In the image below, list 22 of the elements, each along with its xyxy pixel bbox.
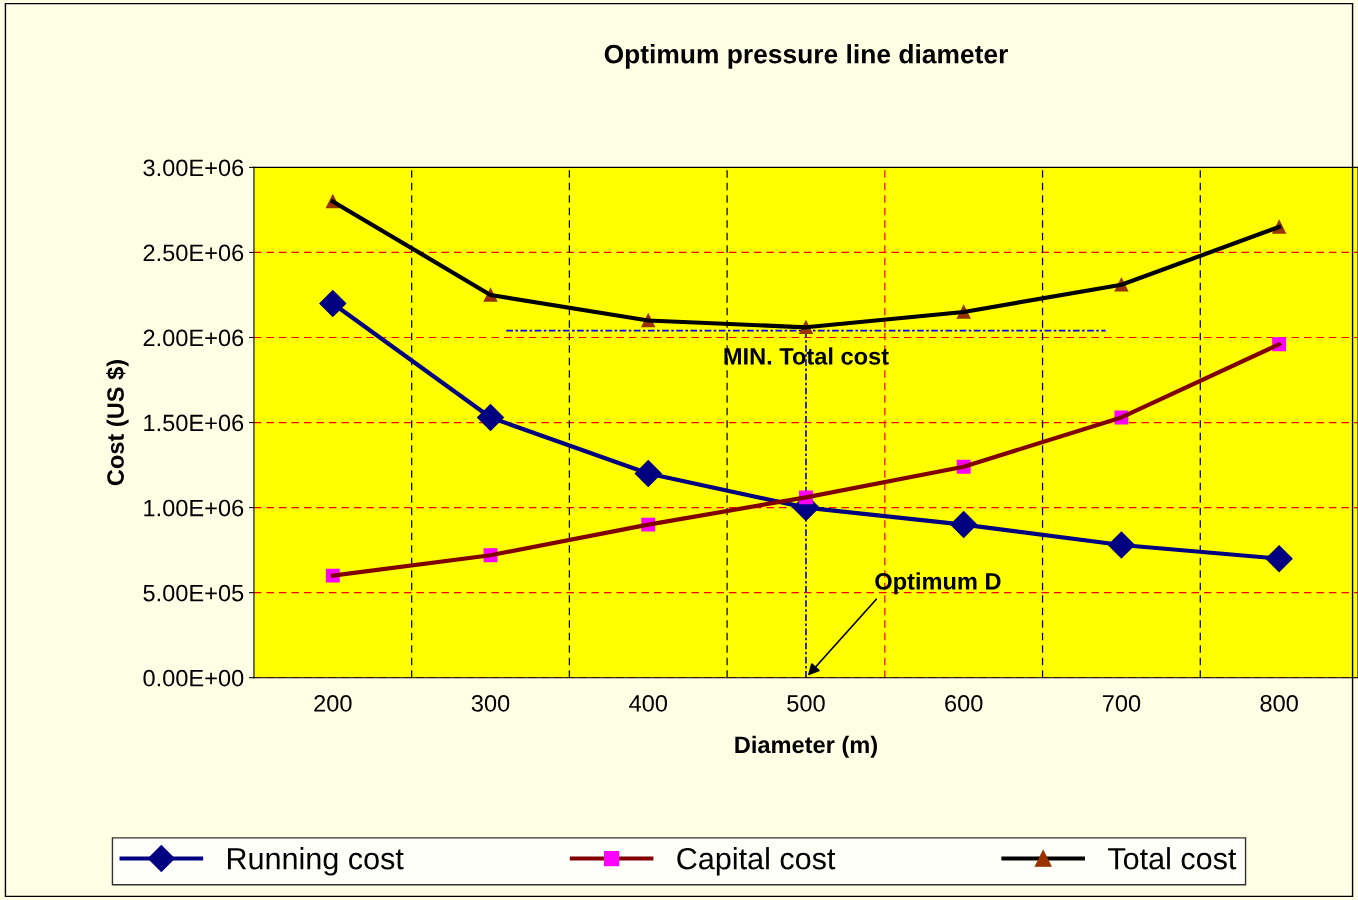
x-tick-label: 200 — [314, 694, 352, 712]
x-tick-label: 500 — [787, 694, 825, 712]
y-tick-label: 1.00E+06 — [144, 499, 244, 517]
x-tick-label: 800 — [1260, 694, 1298, 712]
legend-label: Total cost — [1108, 847, 1237, 870]
x-axis-title: Diameter (m) — [735, 735, 877, 758]
x-tick-label: 700 — [1102, 694, 1141, 712]
x-tick-label: 400 — [629, 694, 668, 712]
chart-title: Optimum pressure line diameter — [604, 44, 1008, 69]
y-tick-label: 3.00E+06 — [143, 159, 244, 177]
annotation: MIN. Total cost — [724, 347, 889, 365]
annotation: Optimum D — [875, 572, 1001, 595]
x-tick-label: 300 — [471, 694, 510, 712]
y-tick-label: 5.00E+05 — [143, 584, 244, 602]
y-tick-label: 1.50E+06 — [144, 414, 244, 432]
legend-label: Running cost — [228, 847, 404, 876]
y-axis-title: Cost (US $) — [106, 360, 129, 486]
y-tick-label: 2.50E+06 — [143, 244, 244, 262]
legend-label: Capital cost — [677, 847, 836, 876]
x-tick-label: 600 — [945, 694, 983, 712]
y-tick-label: 0.00E+00 — [143, 669, 244, 687]
y-tick-label: 2.00E+06 — [143, 329, 244, 347]
